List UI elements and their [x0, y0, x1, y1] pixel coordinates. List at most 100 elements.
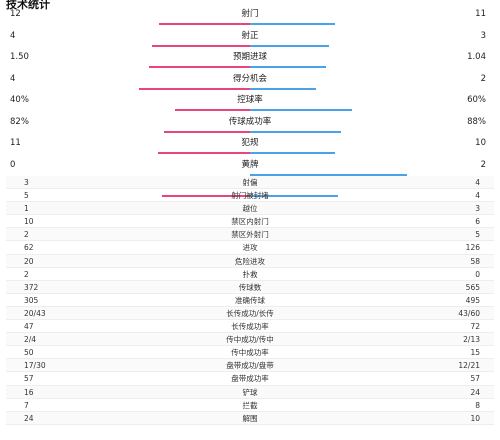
- stat-label: 射门: [241, 9, 259, 19]
- home-value: 62: [24, 243, 34, 253]
- home-value: 20: [24, 256, 34, 266]
- stat-label: 射门被封堵: [231, 191, 269, 201]
- away-bar: [250, 44, 329, 47]
- home-bar: [164, 130, 250, 133]
- table-row: 62 进攻 126: [6, 241, 494, 255]
- away-value: 565: [465, 282, 480, 292]
- table-row: 10 禁区内射门 6: [6, 215, 494, 229]
- home-value: 1: [24, 204, 29, 214]
- home-value: 11: [10, 138, 21, 148]
- table-row: 305 准确传球 495: [6, 294, 494, 307]
- table-row: 47 长传成功率 72: [6, 320, 494, 334]
- home-value: 17/30: [24, 361, 46, 371]
- home-bar: [149, 66, 250, 68]
- stat-bar-row: 12 射门 11: [0, 8, 500, 30]
- stat-label: 射偏: [242, 178, 258, 187]
- away-value: 58: [470, 256, 480, 266]
- table-row: 2/4 传中成功/传中 2/13: [6, 333, 494, 347]
- home-value: 10: [24, 217, 34, 227]
- stat-label: 传球数: [238, 282, 262, 292]
- away-value: 57: [470, 374, 480, 384]
- home-bar: [175, 109, 250, 111]
- home-value: 3: [24, 178, 29, 187]
- away-bar: [250, 109, 352, 111]
- away-value: 3: [480, 30, 486, 41]
- table-row: 5 射门被封堵 4: [6, 189, 494, 203]
- stat-label: 传球成功率: [228, 116, 272, 127]
- away-value: 10: [470, 413, 480, 423]
- table-row: 7 拦截 8: [6, 399, 494, 412]
- stat-bar-row: 0 黄牌 2: [0, 159, 500, 181]
- home-value: 20/43: [24, 308, 46, 318]
- stat-label: 预期进球: [232, 52, 267, 62]
- home-value: 0: [10, 159, 16, 170]
- stat-bar-row: 1.50 预期进球 1.04: [0, 51, 500, 73]
- stat-bar-row: 4 射正 3: [0, 30, 500, 52]
- away-value: 10: [475, 138, 486, 148]
- home-value: 5: [24, 191, 29, 201]
- away-bar: [250, 130, 341, 133]
- stat-label: 铲球: [242, 387, 258, 397]
- away-value: 24: [470, 387, 480, 397]
- away-value: 2: [480, 73, 486, 84]
- stat-label: 准确传球: [235, 295, 265, 305]
- away-value: 126: [465, 243, 480, 253]
- home-value: 7: [24, 400, 29, 410]
- stat-label: 进攻: [242, 243, 258, 253]
- stat-label: 长传成功/长传: [226, 308, 274, 318]
- table-row: 2 禁区外射门 5: [6, 228, 494, 242]
- home-value: 12: [10, 9, 21, 19]
- stat-bar-row: 82% 传球成功率 88%: [0, 116, 500, 138]
- table-row: 2 扑救 0: [6, 268, 494, 281]
- stat-label: 扑救: [242, 269, 258, 279]
- away-bar: [250, 152, 335, 154]
- away-bar: [250, 195, 338, 197]
- stat-label: 传中成功/传中: [226, 335, 274, 345]
- stat-label: 黄牌: [241, 159, 259, 170]
- stat-label: 控球率: [237, 95, 263, 105]
- table-row: 50 传中成功率 15: [6, 346, 494, 360]
- home-value: 4: [10, 30, 16, 41]
- home-value: 1.50: [10, 52, 29, 62]
- stat-label: 盘带成功率: [231, 374, 269, 384]
- home-value: 4: [10, 73, 16, 84]
- home-bar: [162, 195, 250, 197]
- away-value: 12/21: [458, 361, 480, 371]
- away-bar: [250, 66, 326, 68]
- home-bar: [139, 87, 250, 90]
- home-bar: [158, 152, 250, 154]
- home-value: 2/4: [24, 335, 37, 345]
- stat-label: 解围: [242, 413, 258, 423]
- table-row: 20/43 长传成功/长传 43/60: [6, 306, 494, 321]
- home-value: 47: [24, 322, 34, 332]
- stat-label: 射正: [241, 30, 259, 41]
- stat-label: 盘带成功/盘带: [226, 361, 274, 371]
- stat-label: 危险进攻: [235, 256, 265, 266]
- stat-label: 拦截: [242, 400, 258, 410]
- home-value: 2: [24, 269, 29, 279]
- home-value: 50: [24, 348, 34, 358]
- home-value: 305: [24, 295, 39, 305]
- away-value: 15: [470, 348, 480, 358]
- table-row: 1 越位 3: [6, 202, 494, 216]
- home-value: 16: [24, 387, 34, 397]
- section-title: 技术统计: [6, 0, 50, 11]
- away-value: 6: [475, 217, 480, 227]
- away-value: 2/13: [463, 335, 480, 345]
- away-value: 60%: [467, 95, 486, 105]
- away-bar: [250, 23, 335, 25]
- table-row: 24 解围 10: [6, 411, 494, 425]
- stat-bar-row: 40% 控球率 60%: [0, 94, 500, 116]
- home-value: 24: [24, 413, 34, 423]
- home-value: 2: [24, 230, 29, 240]
- away-value: 4: [475, 178, 480, 187]
- stats-table: 3 射偏 4 5 射门被封堵 4 1 越位 3 10 禁区内射门 6 2 禁区外射门 5 62 进攻 126 20 危…: [6, 176, 494, 425]
- away-value: 11: [475, 9, 486, 19]
- away-value: 5: [475, 230, 480, 240]
- home-value: 372: [24, 282, 39, 292]
- table-row: 57 盘带成功率 57: [6, 372, 494, 386]
- home-value: 82%: [10, 116, 29, 127]
- away-value: 72: [470, 322, 480, 332]
- away-value: 2: [480, 159, 486, 170]
- away-value: 3: [475, 204, 480, 214]
